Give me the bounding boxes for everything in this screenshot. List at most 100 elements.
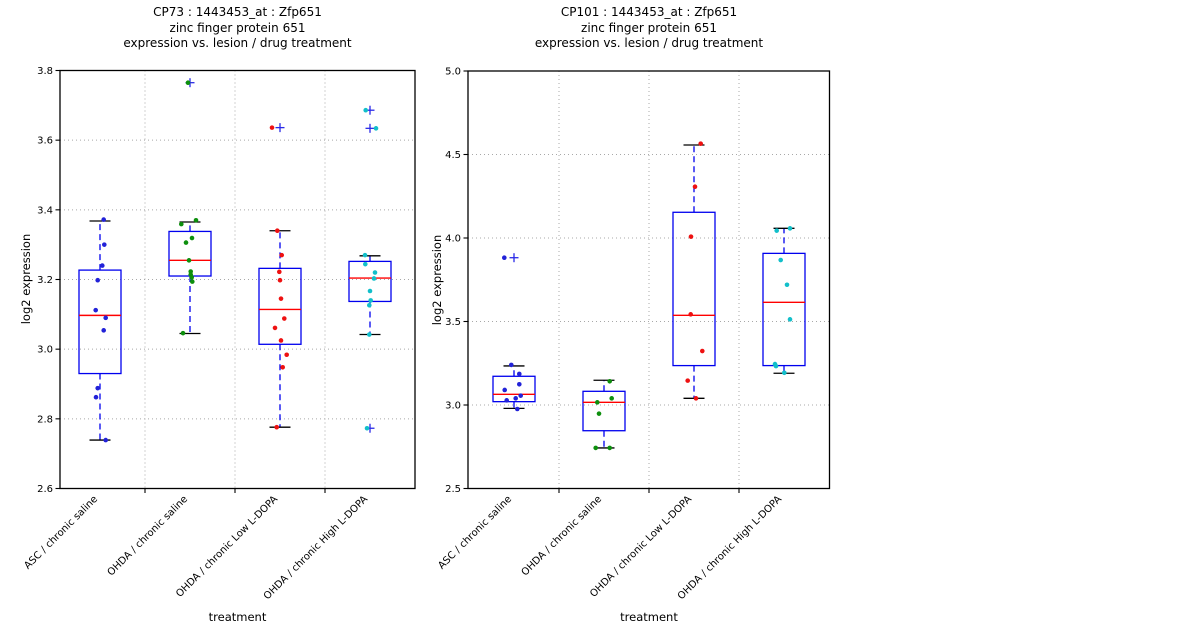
data-point	[101, 217, 106, 222]
data-point	[272, 325, 278, 331]
data-point	[279, 252, 285, 258]
data-point	[95, 277, 100, 283]
data-point	[517, 381, 522, 387]
title-line: CP101 : 1443453_at : Zfp651	[560, 5, 738, 19]
plot-frame	[467, 70, 831, 490]
data-point	[784, 282, 790, 288]
data-point	[609, 396, 614, 401]
box-rect	[762, 252, 806, 367]
data-point	[269, 125, 275, 130]
data-point	[509, 362, 514, 368]
data-point	[101, 328, 106, 333]
data-point	[692, 184, 698, 190]
data-point	[372, 270, 378, 275]
data-point	[103, 315, 108, 321]
data-point	[183, 240, 189, 245]
data-point	[190, 279, 195, 284]
data-point	[502, 255, 507, 261]
data-point	[100, 263, 105, 268]
y-tick-label: 3.0	[445, 401, 461, 412]
data-point	[180, 330, 186, 336]
x-tick-label: OHDA / chronic saline	[520, 494, 605, 579]
y-tick-label: 2.5	[445, 484, 461, 495]
plot-frame	[59, 69, 416, 490]
data-point	[698, 141, 703, 146]
box-rect	[78, 269, 122, 375]
data-point	[502, 387, 508, 393]
data-point	[693, 396, 699, 401]
data-point	[282, 316, 287, 321]
data-point	[93, 307, 98, 313]
title-line: zinc finger protein 651	[581, 20, 717, 35]
chart-title-cp101: CP101 : 1443453_at : Zfp651 zinc finger …	[468, 5, 830, 52]
data-point	[363, 107, 369, 113]
data-point	[193, 217, 199, 223]
y-tick-label: 3.8	[37, 66, 53, 77]
data-point	[367, 332, 372, 337]
box-rect	[672, 211, 716, 367]
data-point	[274, 424, 280, 430]
x-tick-label: OHDA / chronic Low L-DOPA	[588, 494, 694, 600]
data-point	[277, 269, 282, 275]
box-rect	[348, 260, 392, 303]
data-point	[504, 398, 510, 403]
title-line: CP73 : 1443453_at : Zfp651	[153, 5, 322, 19]
y-tick-label: 4.0	[445, 234, 461, 245]
data-point	[368, 298, 374, 303]
data-point	[284, 352, 290, 358]
y-tick-label: 3.5	[445, 317, 461, 328]
x-tick-label: OHDA / chronic saline	[106, 494, 191, 579]
data-point	[595, 400, 600, 405]
data-point	[278, 296, 284, 301]
y-tick-label: 3.0	[37, 345, 53, 356]
box-rect	[492, 375, 536, 403]
data-point	[371, 276, 377, 281]
y-tick-label: 2.6	[37, 484, 53, 495]
y-tick-label: 3.4	[37, 205, 53, 216]
data-point	[185, 80, 191, 85]
data-point	[517, 371, 522, 377]
data-point	[607, 378, 612, 384]
data-point	[700, 348, 705, 354]
data-point	[278, 338, 284, 343]
x-tick-label: OHDA / chronic High L-DOPA	[262, 494, 370, 602]
data-point	[95, 385, 100, 391]
data-point	[513, 396, 518, 401]
data-point	[685, 378, 690, 383]
data-point	[363, 261, 368, 267]
data-point	[787, 226, 793, 231]
y-axis-label-right: log2 expression	[430, 234, 444, 326]
data-point	[518, 393, 523, 398]
x-axis-label-left: treatment	[208, 610, 267, 624]
data-point	[186, 258, 192, 263]
data-point	[367, 302, 372, 308]
y-tick-label: 4.5	[445, 150, 461, 161]
data-point	[782, 370, 787, 376]
x-tick-label: ASC / chronic saline	[22, 494, 100, 572]
title-line: expression vs. lesion / drug treatment	[534, 36, 764, 50]
data-point	[688, 312, 693, 317]
y-tick-label: 3.2	[37, 275, 53, 286]
data-point	[373, 126, 379, 131]
data-point	[773, 363, 779, 369]
box-rect	[582, 390, 626, 432]
data-point	[688, 234, 694, 239]
x-tick-label: ASC / chronic saline	[436, 494, 514, 572]
data-point	[275, 228, 280, 234]
data-point	[277, 277, 283, 283]
data-point	[189, 275, 194, 280]
data-point	[607, 445, 612, 451]
chart-title-cp73: CP73 : 1443453_at : Zfp651 zinc finger p…	[60, 5, 415, 52]
data-point	[774, 228, 779, 233]
data-point	[515, 406, 520, 412]
data-point	[787, 317, 793, 322]
data-point	[179, 221, 184, 227]
data-point	[93, 394, 99, 400]
title-line: expression vs. lesion / drug treatment	[123, 36, 352, 50]
y-tick-label: 2.8	[37, 414, 53, 425]
data-point	[778, 257, 783, 263]
data-point	[102, 242, 107, 247]
y-axis-label-left: log2 expression	[19, 233, 33, 325]
x-tick-label: OHDA / chronic High L-DOPA	[676, 494, 784, 602]
